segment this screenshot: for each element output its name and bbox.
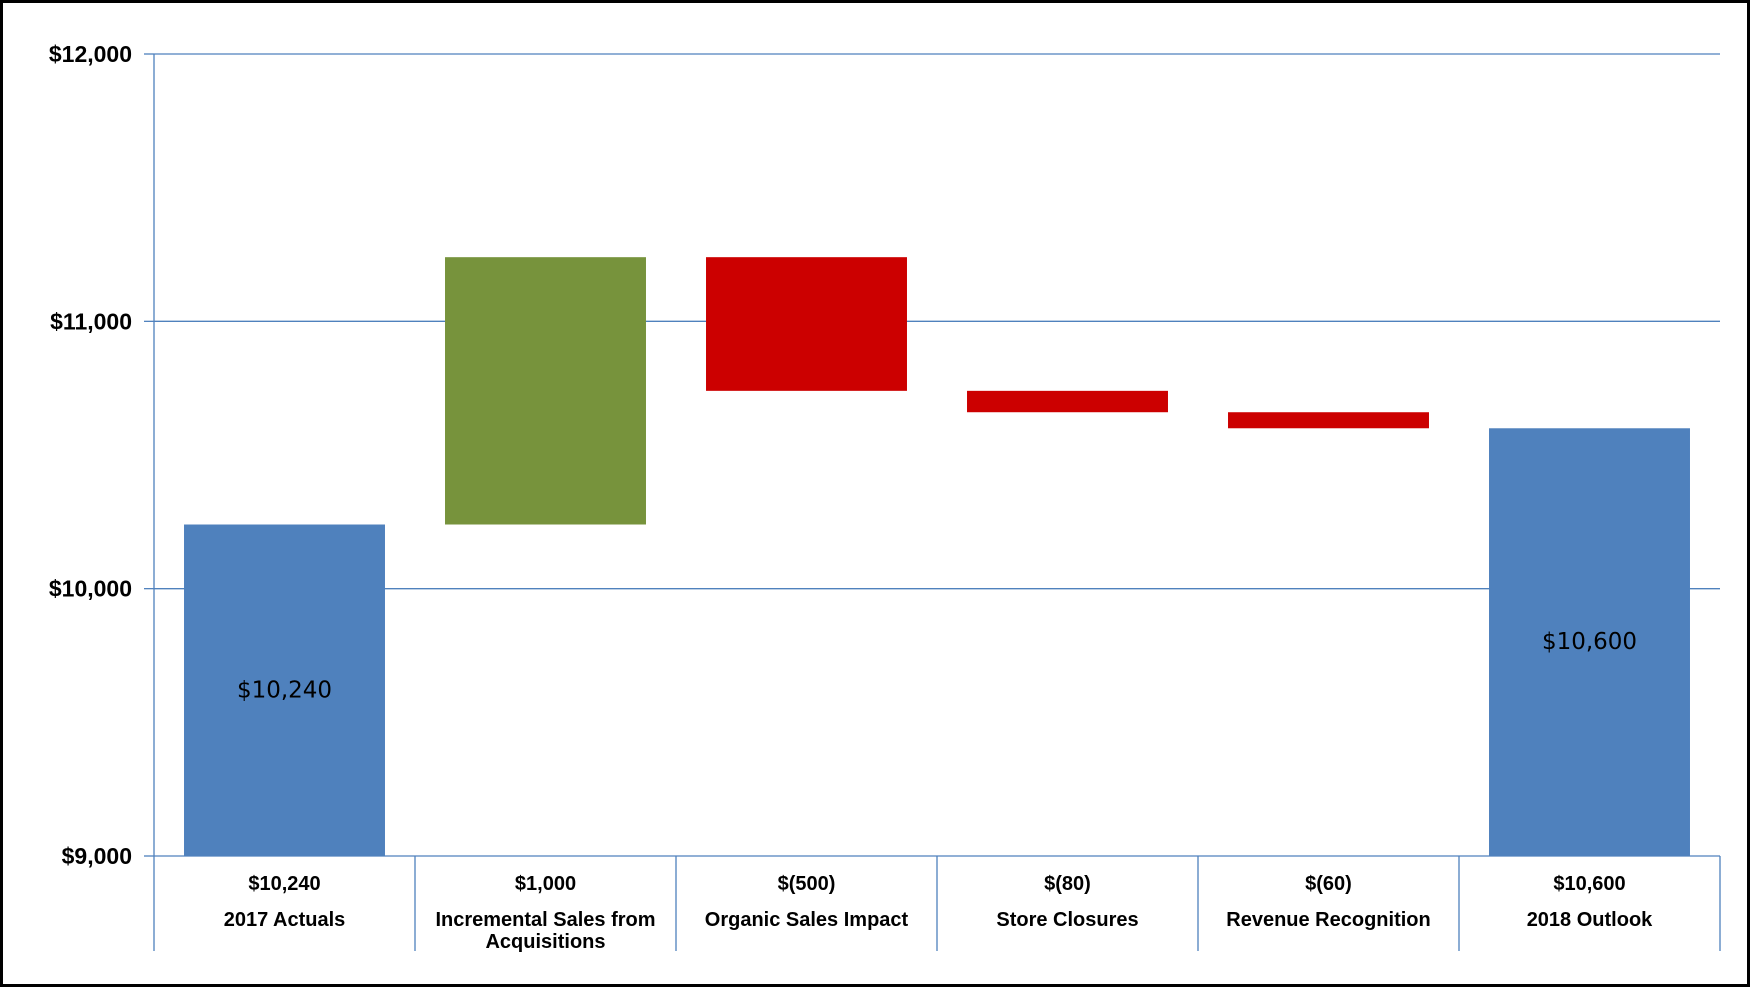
bar-total [184,524,385,856]
category-name-label: 2017 Actuals [224,909,346,931]
axes [144,53,1721,951]
category-value-label: $10,600 [1553,873,1625,895]
y-tick-label: $11,000 [50,308,132,334]
gridlines [154,53,1720,590]
bar-decrease [1228,412,1429,429]
category-name-label: Store Closures [996,909,1138,931]
category-value-label: $(60) [1305,873,1352,895]
category-value-label: $(500) [778,873,836,895]
chart-frame: $9,000 $10,000 $11,000 $12,000 $10,240 $10,24… [3,3,1747,984]
bar-data-label: $10,600 [1542,629,1637,655]
category-name-label: Incremental Sales from [435,909,655,931]
y-tick-label: $12,000 [49,41,132,67]
category-value-label: $(80) [1044,873,1091,895]
category-name-label: 2018 Outlook [1527,909,1653,931]
waterfall-chart: $9,000 $10,000 $11,000 $12,000 $10,240 $10,24… [49,41,1721,953]
bar-total [1489,428,1690,856]
category-name-label: Organic Sales Impact [705,909,909,931]
labels: $9,000 $10,000 $11,000 $12,000 $10,240 $10,24… [49,41,1653,953]
category-name-label: Acquisitions [485,931,605,953]
category-name-label: Revenue Recognition [1226,909,1430,931]
category-value-label: $1,000 [515,873,576,895]
category-value-label: $10,240 [248,873,320,895]
bar-data-label: $10,240 [237,677,332,703]
bar-decrease [967,390,1168,413]
y-tick-label: $9,000 [62,843,132,869]
bar-decrease [706,257,907,391]
y-tick-label: $10,000 [49,576,132,602]
bar-increase [445,257,646,525]
bars [184,257,1690,856]
